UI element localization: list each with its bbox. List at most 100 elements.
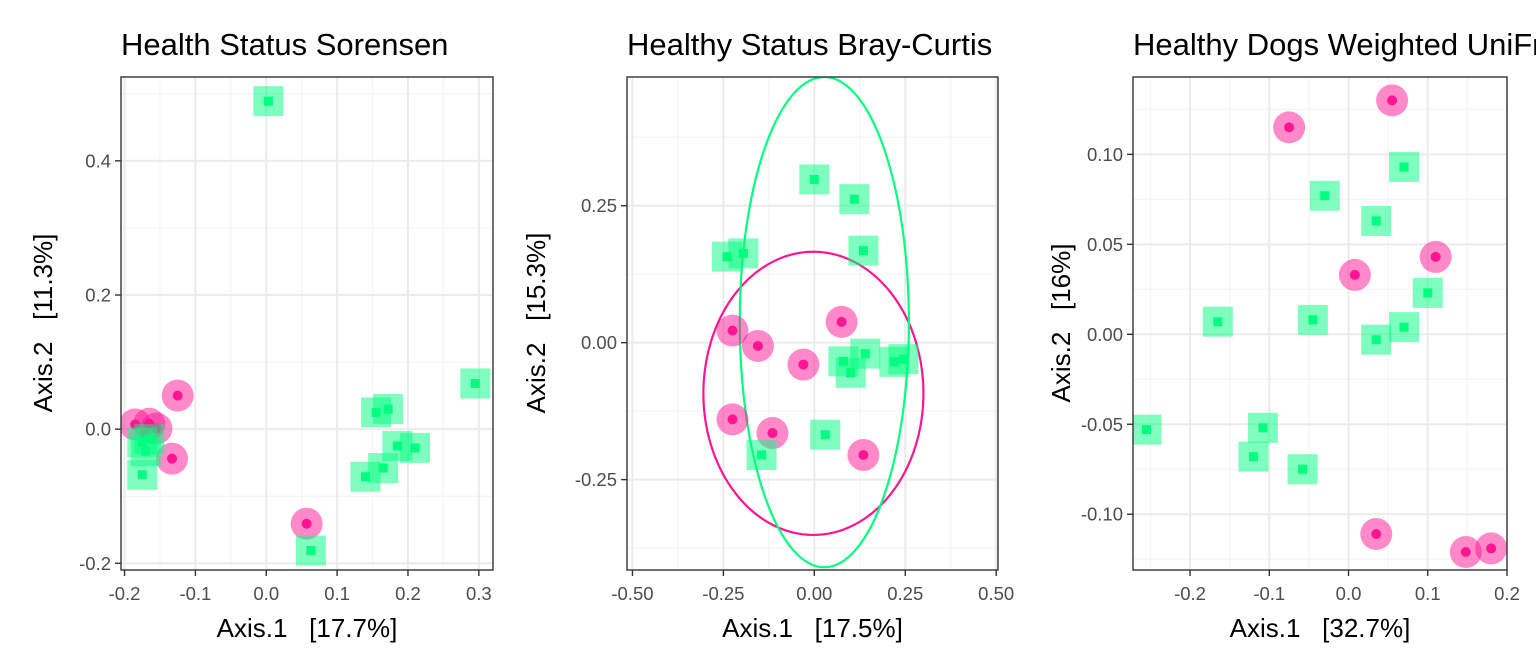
plot-frame [1132,76,1508,571]
point-core [846,368,856,378]
point-core [383,404,393,414]
plot-area [121,86,491,566]
point-core [360,472,370,482]
y-tick-label: 0.05 [1087,234,1123,255]
point-core [767,428,778,439]
grid [1133,77,1507,570]
data-point-circle [741,329,774,362]
y-tick-label: 0.0 [85,419,111,440]
data-point-square [400,432,431,463]
point-core [898,354,908,364]
point-core [301,518,312,529]
x-tick-label: 0.25 [887,583,923,604]
point-core [1371,529,1382,540]
x-tick-label: -0.1 [1253,583,1285,604]
grid [121,77,493,570]
y-tick-label: 0.10 [1087,144,1123,165]
point-core [1371,216,1381,226]
x-axis-title: Axis.1 [32.7%] [1230,613,1411,643]
point-core [1387,95,1398,106]
data-point-circle [716,314,749,347]
plot-area [1133,84,1507,569]
point-core [798,359,809,370]
chart-svg: -0.2 -0.1 0.0 0.1 0.2 0.3 -0.2 0.0 0.2 0.4 Health … [28,27,494,643]
point-core [144,434,154,444]
y-tick-label: 0.4 [85,150,111,171]
point-core [1349,269,1360,280]
data-point-square [728,238,759,269]
point-core [1141,425,1151,435]
y-axis-title: Axis.2 [16%] [1046,244,1076,403]
data-point-circle [1449,536,1482,569]
data-point-circle [1419,240,1452,273]
y-tick-label: -0.2 [79,553,111,574]
data-point-square [1388,151,1419,182]
chart-svg: -0.50 -0.25 0.00 0.25 0.50 -0.25 0.00 0.25 Healt… [521,27,1014,643]
chart-title: Health Status Sorensen [121,27,448,62]
point-core [1298,464,1308,474]
data-point-square [368,453,399,484]
data-point-square [1297,304,1328,335]
chart-title: Healthy Status Bray-Curtis [627,27,992,62]
data-point-square [134,424,165,455]
chart-title: Healthy Dogs Weighted UniFrac [1133,27,1536,62]
data-point-square [127,459,158,490]
data-point-square [1388,312,1419,343]
x-tick-label: 0.0 [1336,583,1362,604]
y-tick-label: 0.00 [1087,324,1123,345]
data-point-circle [1338,258,1371,291]
point-core [1308,315,1318,325]
data-point-circle [825,305,858,338]
point-core [738,248,748,258]
data-point-square [888,344,919,375]
data-point-circle [787,348,820,381]
grid [627,77,998,570]
point-core [378,463,388,473]
point-core [1248,452,1258,462]
point-core [858,449,869,460]
y-axis-title: Axis.2 [11.3%] [28,234,58,413]
point-core [1320,191,1330,201]
data-point-square [373,394,404,425]
point-core [1423,288,1433,298]
point-core [1284,122,1295,133]
data-point-square [810,419,841,450]
plot-area [702,77,925,569]
y-tick-label: -0.10 [1081,504,1123,525]
data-point-square [1361,324,1392,355]
point-core [858,246,868,256]
point-core [1399,322,1409,332]
data-point-circle [1475,532,1507,565]
point-core [1399,162,1409,172]
chart-svg: -0.2 -0.1 0.0 0.1 0.2 -0.10 -0.05 0.00 0.05 0.10 H… [1046,27,1536,643]
point-core [860,349,870,359]
chart-panel-weighted-unifrac: -0.2 -0.1 0.0 0.1 0.2 -0.10 -0.05 0.00 0.05 0.10 H… [1015,0,1536,672]
data-point-circle [847,438,880,471]
x-tick-label: 0.3 [466,583,492,604]
point-core [722,252,732,262]
data-point-square [1133,414,1162,445]
data-point-square [746,439,777,470]
x-tick-label: 0.1 [1415,583,1441,604]
point-core [263,96,273,106]
plot-frame [120,76,494,571]
confidence-ellipse [702,250,925,537]
chart-panel-bray-curtis: -0.50 -0.25 0.00 0.25 0.50 -0.25 0.00 0.25 Healt… [498,0,1015,672]
point-core [836,316,847,327]
x-tick-label: 0.00 [796,583,832,604]
y-tick-label: 0.25 [581,195,617,216]
data-point-square [295,535,326,566]
y-tick-label: 0.00 [581,332,617,353]
x-tick-label: -0.2 [1174,583,1206,604]
y-axis-title: Axis.2 [15.3%] [521,233,551,414]
x-axis-title: Axis.1 [17.5%] [722,613,903,643]
data-point-circle [290,507,323,540]
point-core [1258,423,1268,433]
data-point-square [848,235,879,266]
data-point-square [1247,412,1278,443]
point-core [306,546,316,556]
point-core [849,194,859,204]
data-point-square [835,357,866,388]
data-point-square [799,164,830,195]
data-point-square [839,184,870,215]
